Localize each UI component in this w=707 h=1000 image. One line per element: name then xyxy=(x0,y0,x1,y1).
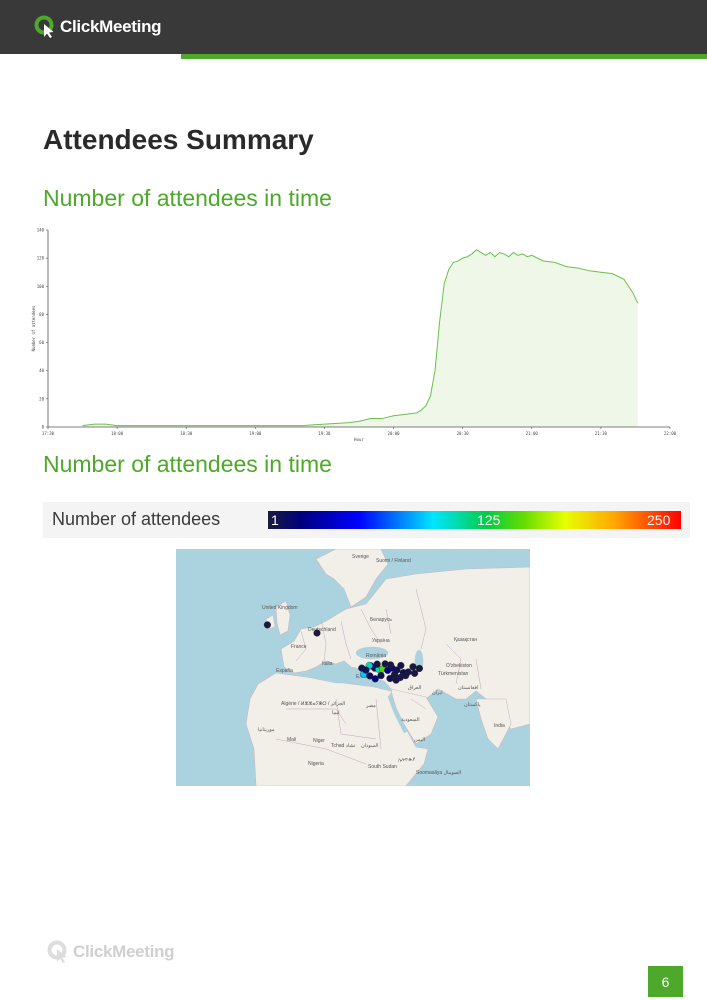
attendees-map[interactable]: Sverige Suomi / Finland United Kingdom D… xyxy=(176,549,530,786)
svg-text:Tchad تشاد: Tchad تشاد xyxy=(331,743,356,749)
svg-text:اليمن: اليمن xyxy=(414,737,425,743)
map-labels: Sverige Suomi / Finland United Kingdom D… xyxy=(258,554,505,776)
map-attendee-point xyxy=(409,663,417,671)
chart-series-line xyxy=(82,249,639,427)
svg-text:Қазақстан: Қазақстан xyxy=(454,637,477,643)
svg-text:Italia: Italia xyxy=(322,661,333,667)
page-title: Attendees Summary xyxy=(43,124,314,155)
chart-x-tick-label: 22:00 xyxy=(664,431,677,436)
svg-text:السعودية: السعودية xyxy=(401,717,420,723)
svg-text:France: France xyxy=(291,644,307,650)
svg-text:Україна: Україна xyxy=(372,638,390,644)
map-canvas: Sverige Suomi / Finland United Kingdom D… xyxy=(176,549,530,786)
chart-x-tick-label: 17:30 xyxy=(42,431,55,436)
chart-x-tick-label: 21:00 xyxy=(526,431,539,436)
map-borders xyxy=(275,588,482,765)
header-logo[interactable]: ClickMeeting xyxy=(34,14,162,40)
chart-x-tick-label: 18:00 xyxy=(111,431,124,436)
chart-y-tick-label: 20 xyxy=(39,396,44,401)
svg-text:پاکستان: پاکستان xyxy=(464,702,481,708)
map-attendee-point xyxy=(371,675,379,683)
footer-brand-name: ClickMeeting xyxy=(73,942,175,961)
svg-text:Deutschland: Deutschland xyxy=(308,627,336,633)
legend-min-value: 1 xyxy=(271,512,279,528)
chart-y-tick-label: 140 xyxy=(37,228,45,233)
svg-text:موريتانيا: موريتانيا xyxy=(258,727,275,733)
svg-text:Soomaaliya الصومال: Soomaaliya الصومال xyxy=(416,770,461,776)
svg-text:Türkmenistan: Türkmenistan xyxy=(438,671,469,677)
header-bar: ClickMeeting xyxy=(0,0,707,54)
map-attendee-points xyxy=(263,621,423,684)
map-attendee-point xyxy=(387,661,395,669)
chart-y-tick-label: 40 xyxy=(39,368,44,373)
map-attendee-point xyxy=(377,672,385,680)
svg-text:Algérie / ⵍⵣⵣⴰⵢⴻⵔ / الجزائر: Algérie / ⵍⵣⵣⴰⵢⴻⵔ / الجزائر xyxy=(281,701,345,707)
page-number: 6 xyxy=(661,973,670,990)
color-legend: Number of attendees 1 125 250 xyxy=(43,502,690,538)
svg-text:O'zbekiston: O'zbekiston xyxy=(446,663,472,669)
legend-mid-value: 125 xyxy=(477,512,501,528)
svg-text:United Kingdom: United Kingdom xyxy=(262,605,298,611)
legend-max-value: 250 xyxy=(647,512,671,528)
svg-text:Nigeria: Nigeria xyxy=(308,761,324,767)
legend-gradient xyxy=(268,511,681,529)
chart-y-tick-label: 60 xyxy=(39,340,44,345)
legend-label: Number of attendees xyxy=(52,509,221,529)
svg-text:Suomi / Finland: Suomi / Finland xyxy=(376,558,411,564)
chart-y-tick-label: 120 xyxy=(37,256,45,261)
map-landmasses xyxy=(245,549,530,786)
clickmeeting-logo-icon xyxy=(47,940,67,963)
chart-x-tick-label: 19:30 xyxy=(318,431,331,436)
section-heading-attendees-chart: Number of attendees in time xyxy=(43,185,332,211)
map-attendee-point xyxy=(263,621,271,629)
svg-text:India: India xyxy=(494,723,505,729)
svg-text:Niger: Niger xyxy=(313,738,325,744)
header-brand-name: ClickMeeting xyxy=(60,17,162,36)
section-heading-attendees-map: Number of attendees in time xyxy=(43,451,332,477)
footer-logo: ClickMeeting xyxy=(47,940,175,964)
attendees-area-chart: 0 20 40 60 80 100 120 140 17:30 18:00 18:30 19:00 19… xyxy=(31,228,677,443)
map-attendee-point xyxy=(366,672,374,680)
map-attendee-point xyxy=(396,673,404,682)
header-accent-stripe xyxy=(181,54,707,59)
chart-area-fill xyxy=(82,249,638,427)
svg-text:السودان: السودان xyxy=(361,743,378,749)
svg-text:Sverige: Sverige xyxy=(352,554,369,560)
svg-text:ليبيا: ليبيا xyxy=(332,710,340,716)
map-attendee-point xyxy=(373,660,381,668)
svg-text:España: España xyxy=(276,668,293,674)
map-attendee-point xyxy=(313,629,321,637)
svg-text:مصر: مصر xyxy=(365,703,376,709)
svg-text:افغانستان: افغانستان xyxy=(458,685,478,691)
svg-text:Беларусь: Беларусь xyxy=(370,617,392,623)
chart-x-tick-label: 20:30 xyxy=(457,431,470,436)
svg-text:South Sudan: South Sudan xyxy=(368,764,397,770)
svg-text:Mali: Mali xyxy=(287,737,296,743)
map-attendee-point xyxy=(397,661,405,670)
chart-x-tick-label: 21:30 xyxy=(595,431,608,436)
chart-y-tick-label: 100 xyxy=(37,284,45,289)
chart-y-tick-label: 80 xyxy=(39,312,44,317)
clickmeeting-logo-icon xyxy=(34,15,54,38)
svg-text:ایران: ایران xyxy=(432,690,443,696)
chart-y-axis-label: Number of attendees xyxy=(31,305,36,351)
map-attendee-point xyxy=(362,666,370,674)
svg-text:România: România xyxy=(366,653,386,659)
chart-x-tick-label: 19:00 xyxy=(249,431,262,436)
page-number-badge: 6 xyxy=(648,966,683,997)
chart-x-tick-label: 20:00 xyxy=(388,431,401,436)
map-attendee-point xyxy=(415,664,423,672)
chart-x-tick-label: 18:30 xyxy=(180,431,193,436)
chart-x-axis-label: Hour xyxy=(354,437,364,442)
svg-text:ኢትዮጵያ: ኢትዮጵያ xyxy=(398,757,415,763)
chart-y-tick-label: 0 xyxy=(42,425,45,430)
svg-text:العراق: العراق xyxy=(408,685,421,691)
